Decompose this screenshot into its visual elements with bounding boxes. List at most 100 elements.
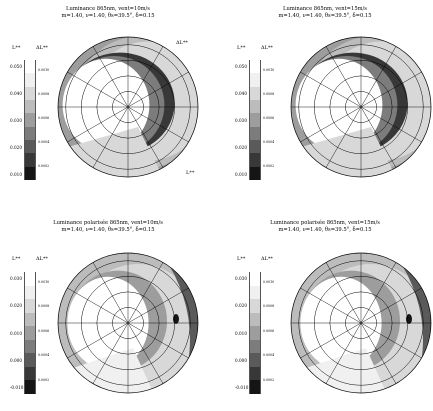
legend-title-l: L** bbox=[237, 256, 246, 262]
legend-swatch bbox=[24, 166, 36, 181]
azimuth-spoke bbox=[67, 287, 129, 324]
azimuth-spoke bbox=[92, 262, 129, 324]
legend-swatch bbox=[24, 272, 36, 287]
legend-swatch bbox=[24, 299, 36, 314]
legend-tick-label: 0.030 bbox=[10, 117, 22, 123]
polar-plot bbox=[57, 36, 199, 178]
chart-subtitle: m=1.40, ν=1.40, θs=39.5°, δ=0.15 bbox=[61, 13, 155, 19]
legend-swatch bbox=[249, 326, 261, 341]
legend-tick-label: 0.020 bbox=[235, 303, 247, 309]
legend-delta-tick: 0.0004 bbox=[38, 353, 50, 358]
legend-delta-tick: 0.0008 bbox=[263, 304, 275, 309]
legend-swatch bbox=[24, 380, 36, 395]
legend-swatch bbox=[24, 339, 36, 354]
legend-swatch bbox=[249, 113, 261, 128]
legend-delta-tick: 0.0002 bbox=[38, 164, 50, 168]
azimuth-spoke bbox=[325, 322, 362, 384]
legend-swatch bbox=[249, 166, 261, 181]
legend-delta-tick: 0.0010 bbox=[263, 280, 275, 284]
polar-plot bbox=[57, 252, 199, 394]
legend-tick-label: 0.020 bbox=[10, 144, 22, 150]
legend-delta-tick: 0.0006 bbox=[263, 116, 275, 120]
azimuth-spoke bbox=[67, 106, 129, 143]
legend-tick-label: 0.000 bbox=[235, 358, 247, 364]
azimuth-spoke bbox=[325, 46, 362, 108]
legend-tick-label: 0.020 bbox=[10, 303, 22, 309]
azimuth-spoke bbox=[360, 71, 422, 108]
legend-swatch bbox=[249, 312, 261, 327]
legend-tick-label: 0.010 bbox=[235, 330, 247, 336]
legend-delta-tick: 0.0008 bbox=[263, 92, 275, 96]
legend-title-l: L** bbox=[12, 256, 21, 262]
legend-tick-label: 0.010 bbox=[235, 171, 247, 177]
legend-swatch bbox=[249, 86, 261, 101]
legend-delta-tick: 0.0004 bbox=[38, 140, 50, 144]
azimuth-spoke bbox=[360, 262, 397, 324]
legend-swatch bbox=[249, 140, 261, 154]
legend-tick-label: -0.010 bbox=[10, 385, 24, 391]
legend-delta-tick: 0.0002 bbox=[263, 164, 275, 168]
legend-delta-tick: 0.0006 bbox=[263, 328, 275, 333]
legend-title-dl: ΔL** bbox=[261, 256, 273, 262]
legend-delta-tick: 0.0006 bbox=[38, 116, 50, 120]
legend-delta-tick: 0.0010 bbox=[38, 280, 50, 284]
azimuth-spoke bbox=[360, 106, 422, 143]
polar-plot bbox=[290, 252, 432, 394]
legend-tick-label: 0.010 bbox=[10, 171, 22, 177]
chart-panel: Luminance polarisée 865nm, vent=10m/s m=… bbox=[0, 206, 216, 411]
azimuth-spoke bbox=[325, 106, 362, 168]
legend-delta-tick: 0.0008 bbox=[38, 92, 50, 96]
bottom-label: L** bbox=[186, 170, 195, 176]
corner-label: ΔL** bbox=[176, 40, 188, 46]
azimuth-spoke bbox=[92, 106, 129, 168]
legend-swatch bbox=[24, 285, 36, 300]
legend-swatch bbox=[24, 326, 36, 341]
legend-title-l: L** bbox=[12, 45, 21, 51]
azimuth-spoke bbox=[127, 106, 189, 143]
legend-swatch bbox=[249, 126, 261, 141]
legend-swatch bbox=[249, 366, 261, 381]
azimuth-spoke bbox=[360, 46, 397, 108]
azimuth-spoke bbox=[92, 46, 129, 108]
legend-delta-tick: 0.0010 bbox=[263, 68, 275, 72]
legend-swatch bbox=[249, 380, 261, 395]
legend-delta-tick: 0.0010 bbox=[38, 68, 50, 72]
legend-delta-tick: 0.0002 bbox=[38, 377, 50, 382]
legend-swatch bbox=[249, 100, 261, 114]
chart-title: Luminance polarisée 865nm, vent=10m/s bbox=[53, 220, 163, 226]
legend-swatch bbox=[24, 140, 36, 154]
azimuth-spoke bbox=[127, 322, 164, 384]
chart-subtitle: m=1.40, ν=1.40, θs=39.5°, δ=0.15 bbox=[278, 227, 372, 233]
legend-tick-label: 0.010 bbox=[10, 330, 22, 336]
shaded-field bbox=[58, 37, 198, 177]
chart-panel: Luminance 865nm, vent=10m/s m=1.40, ν=1.… bbox=[0, 0, 216, 205]
azimuth-spoke bbox=[127, 46, 164, 108]
azimuth-spoke bbox=[360, 287, 422, 324]
azimuth-spoke bbox=[300, 322, 362, 359]
chart-subtitle: m=1.40, ν=1.40, θs=39.5°, δ=0.15 bbox=[278, 13, 372, 19]
azimuth-spoke bbox=[300, 106, 362, 143]
legend-tick-label: 0.030 bbox=[10, 276, 22, 281]
legend-swatch bbox=[24, 113, 36, 128]
azimuth-spoke bbox=[92, 322, 129, 384]
legend-swatch bbox=[249, 73, 261, 88]
legend-tick-label: 0.040 bbox=[10, 90, 22, 96]
legend-tick-label: 0.050 bbox=[10, 64, 22, 69]
legend-title-dl: ΔL** bbox=[36, 256, 48, 262]
legend-title-l: L** bbox=[237, 45, 246, 51]
azimuth-spoke bbox=[67, 71, 129, 108]
azimuth-spoke bbox=[300, 287, 362, 324]
chart-title: Luminance 865nm, vent=10m/s bbox=[66, 6, 150, 12]
polar-plot bbox=[290, 36, 432, 178]
legend-tick-label: 0.050 bbox=[235, 64, 247, 69]
shaded-field bbox=[291, 253, 431, 393]
legend-delta-tick: 0.0002 bbox=[263, 377, 275, 382]
chart-panel: Luminance 865nm, vent=15m/s m=1.40, ν=1.… bbox=[217, 0, 433, 205]
legend-swatch bbox=[249, 153, 261, 168]
legend-tick-label: 0.030 bbox=[235, 117, 247, 123]
legend-delta-tick: 0.0008 bbox=[38, 304, 50, 309]
azimuth-spoke bbox=[360, 322, 422, 359]
azimuth-spoke bbox=[127, 262, 164, 324]
legend-swatch bbox=[24, 100, 36, 114]
legend-swatch bbox=[249, 299, 261, 314]
